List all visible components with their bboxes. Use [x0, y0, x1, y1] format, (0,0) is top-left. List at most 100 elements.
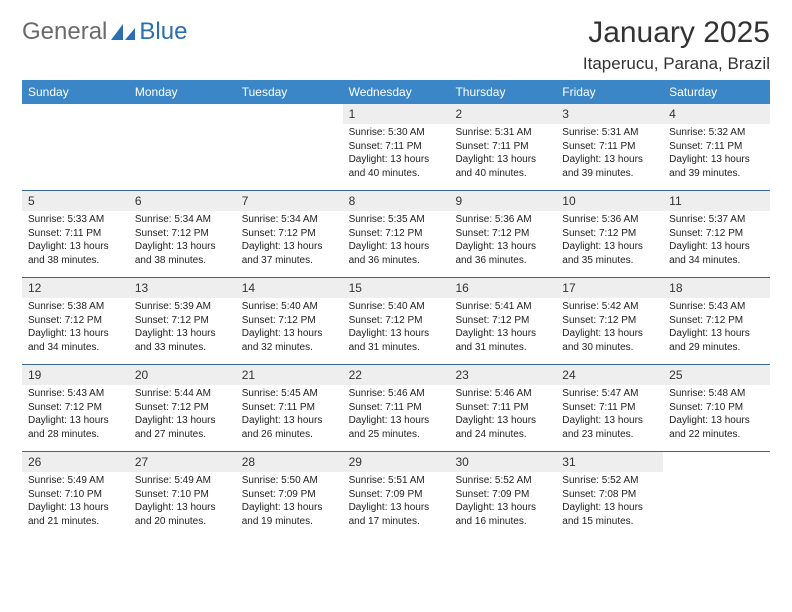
- daylight-line: Daylight: 13 hours and 25 minutes.: [349, 414, 444, 441]
- day-cell: 4Sunrise: 5:32 AMSunset: 7:11 PMDaylight…: [663, 104, 770, 190]
- title-block: January 2025 Itaperucu, Parana, Brazil: [583, 18, 770, 74]
- sunset-line: Sunset: 7:11 PM: [455, 140, 550, 154]
- day-cell: 24Sunrise: 5:47 AMSunset: 7:11 PMDayligh…: [556, 365, 663, 451]
- sunset-line: Sunset: 7:11 PM: [28, 227, 123, 241]
- day-body: Sunrise: 5:40 AMSunset: 7:12 PMDaylight:…: [343, 298, 450, 354]
- sunset-line: Sunset: 7:12 PM: [349, 314, 444, 328]
- day-body: Sunrise: 5:47 AMSunset: 7:11 PMDaylight:…: [556, 385, 663, 441]
- daylight-line: Daylight: 13 hours and 15 minutes.: [562, 501, 657, 528]
- day-header-tuesday: Tuesday: [236, 80, 343, 104]
- day-number: 25: [663, 365, 770, 385]
- sunset-line: Sunset: 7:11 PM: [669, 140, 764, 154]
- day-number: 22: [343, 365, 450, 385]
- day-number: 11: [663, 191, 770, 211]
- sunrise-line: Sunrise: 5:46 AM: [349, 387, 444, 401]
- sunrise-line: Sunrise: 5:40 AM: [349, 300, 444, 314]
- sunset-line: Sunset: 7:10 PM: [135, 488, 230, 502]
- day-cell: 23Sunrise: 5:46 AMSunset: 7:11 PMDayligh…: [449, 365, 556, 451]
- sunset-line: Sunset: 7:09 PM: [349, 488, 444, 502]
- day-body: Sunrise: 5:38 AMSunset: 7:12 PMDaylight:…: [22, 298, 129, 354]
- week-row: 19Sunrise: 5:43 AMSunset: 7:12 PMDayligh…: [22, 365, 770, 452]
- day-cell: 29Sunrise: 5:51 AMSunset: 7:09 PMDayligh…: [343, 452, 450, 538]
- sunrise-line: Sunrise: 5:30 AM: [349, 126, 444, 140]
- day-number: 9: [449, 191, 556, 211]
- day-number: 23: [449, 365, 556, 385]
- week-row: 12Sunrise: 5:38 AMSunset: 7:12 PMDayligh…: [22, 278, 770, 365]
- daylight-line: Daylight: 13 hours and 40 minutes.: [349, 153, 444, 180]
- logo: General Blue: [22, 18, 187, 46]
- sunset-line: Sunset: 7:12 PM: [28, 314, 123, 328]
- sunrise-line: Sunrise: 5:41 AM: [455, 300, 550, 314]
- day-number: 16: [449, 278, 556, 298]
- day-cell: 28Sunrise: 5:50 AMSunset: 7:09 PMDayligh…: [236, 452, 343, 538]
- sunset-line: Sunset: 7:12 PM: [349, 227, 444, 241]
- day-number: 15: [343, 278, 450, 298]
- day-cell: [236, 104, 343, 190]
- day-body: Sunrise: 5:46 AMSunset: 7:11 PMDaylight:…: [343, 385, 450, 441]
- day-number: 10: [556, 191, 663, 211]
- day-cell: 30Sunrise: 5:52 AMSunset: 7:09 PMDayligh…: [449, 452, 556, 538]
- day-body: Sunrise: 5:40 AMSunset: 7:12 PMDaylight:…: [236, 298, 343, 354]
- day-body: Sunrise: 5:31 AMSunset: 7:11 PMDaylight:…: [556, 124, 663, 180]
- day-number: 13: [129, 278, 236, 298]
- day-cell: 8Sunrise: 5:35 AMSunset: 7:12 PMDaylight…: [343, 191, 450, 277]
- day-body: Sunrise: 5:51 AMSunset: 7:09 PMDaylight:…: [343, 472, 450, 528]
- day-body: Sunrise: 5:45 AMSunset: 7:11 PMDaylight:…: [236, 385, 343, 441]
- day-number: 18: [663, 278, 770, 298]
- day-cell: 22Sunrise: 5:46 AMSunset: 7:11 PMDayligh…: [343, 365, 450, 451]
- day-header-monday: Monday: [129, 80, 236, 104]
- sunrise-line: Sunrise: 5:34 AM: [242, 213, 337, 227]
- sunset-line: Sunset: 7:11 PM: [455, 401, 550, 415]
- daylight-line: Daylight: 13 hours and 31 minutes.: [349, 327, 444, 354]
- logo-text-blue: Blue: [139, 18, 187, 46]
- day-number: 1: [343, 104, 450, 124]
- sunrise-line: Sunrise: 5:44 AM: [135, 387, 230, 401]
- week-row: 26Sunrise: 5:49 AMSunset: 7:10 PMDayligh…: [22, 452, 770, 538]
- daylight-line: Daylight: 13 hours and 16 minutes.: [455, 501, 550, 528]
- sunrise-line: Sunrise: 5:46 AM: [455, 387, 550, 401]
- sunset-line: Sunset: 7:12 PM: [242, 314, 337, 328]
- daylight-line: Daylight: 13 hours and 34 minutes.: [28, 327, 123, 354]
- day-body: Sunrise: 5:34 AMSunset: 7:12 PMDaylight:…: [129, 211, 236, 267]
- sunset-line: Sunset: 7:12 PM: [562, 314, 657, 328]
- sunset-line: Sunset: 7:12 PM: [242, 227, 337, 241]
- day-cell: [663, 452, 770, 538]
- day-cell: 2Sunrise: 5:31 AMSunset: 7:11 PMDaylight…: [449, 104, 556, 190]
- day-body: Sunrise: 5:35 AMSunset: 7:12 PMDaylight:…: [343, 211, 450, 267]
- day-cell: 14Sunrise: 5:40 AMSunset: 7:12 PMDayligh…: [236, 278, 343, 364]
- sunrise-line: Sunrise: 5:43 AM: [28, 387, 123, 401]
- daylight-line: Daylight: 13 hours and 21 minutes.: [28, 501, 123, 528]
- sunrise-line: Sunrise: 5:31 AM: [562, 126, 657, 140]
- day-cell: 3Sunrise: 5:31 AMSunset: 7:11 PMDaylight…: [556, 104, 663, 190]
- sunset-line: Sunset: 7:12 PM: [135, 401, 230, 415]
- sunrise-line: Sunrise: 5:47 AM: [562, 387, 657, 401]
- location-subtitle: Itaperucu, Parana, Brazil: [583, 54, 770, 74]
- daylight-line: Daylight: 13 hours and 20 minutes.: [135, 501, 230, 528]
- day-body: Sunrise: 5:42 AMSunset: 7:12 PMDaylight:…: [556, 298, 663, 354]
- day-cell: 17Sunrise: 5:42 AMSunset: 7:12 PMDayligh…: [556, 278, 663, 364]
- sunrise-line: Sunrise: 5:52 AM: [562, 474, 657, 488]
- sunrise-line: Sunrise: 5:49 AM: [135, 474, 230, 488]
- day-number: 5: [22, 191, 129, 211]
- day-cell: 9Sunrise: 5:36 AMSunset: 7:12 PMDaylight…: [449, 191, 556, 277]
- daylight-line: Daylight: 13 hours and 26 minutes.: [242, 414, 337, 441]
- day-body: Sunrise: 5:41 AMSunset: 7:12 PMDaylight:…: [449, 298, 556, 354]
- sunrise-line: Sunrise: 5:35 AM: [349, 213, 444, 227]
- day-body: Sunrise: 5:36 AMSunset: 7:12 PMDaylight:…: [449, 211, 556, 267]
- sunrise-line: Sunrise: 5:39 AM: [135, 300, 230, 314]
- page-title: January 2025: [583, 18, 770, 48]
- day-cell: 26Sunrise: 5:49 AMSunset: 7:10 PMDayligh…: [22, 452, 129, 538]
- daylight-line: Daylight: 13 hours and 31 minutes.: [455, 327, 550, 354]
- sunrise-line: Sunrise: 5:45 AM: [242, 387, 337, 401]
- daylight-line: Daylight: 13 hours and 38 minutes.: [28, 240, 123, 267]
- sunrise-line: Sunrise: 5:42 AM: [562, 300, 657, 314]
- daylight-line: Daylight: 13 hours and 37 minutes.: [242, 240, 337, 267]
- day-number: 28: [236, 452, 343, 472]
- day-body: Sunrise: 5:49 AMSunset: 7:10 PMDaylight:…: [22, 472, 129, 528]
- day-body: Sunrise: 5:31 AMSunset: 7:11 PMDaylight:…: [449, 124, 556, 180]
- day-number: 14: [236, 278, 343, 298]
- sunset-line: Sunset: 7:11 PM: [349, 140, 444, 154]
- day-body: Sunrise: 5:50 AMSunset: 7:09 PMDaylight:…: [236, 472, 343, 528]
- day-cell: 27Sunrise: 5:49 AMSunset: 7:10 PMDayligh…: [129, 452, 236, 538]
- sunset-line: Sunset: 7:12 PM: [28, 401, 123, 415]
